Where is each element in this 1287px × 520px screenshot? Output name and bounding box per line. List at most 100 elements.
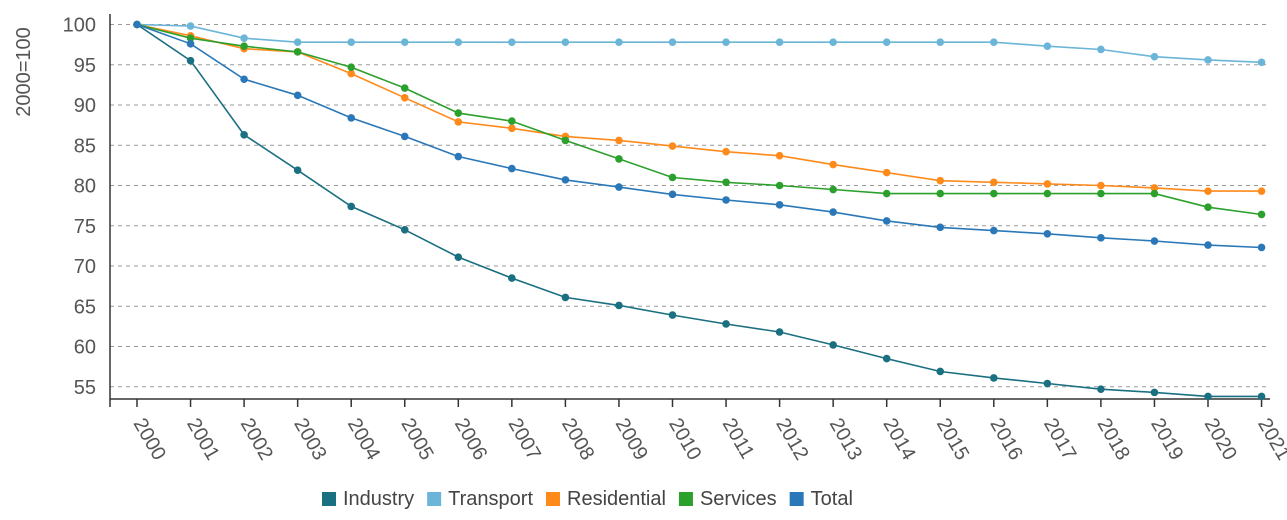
data-point[interactable] bbox=[990, 189, 998, 198]
data-point[interactable] bbox=[615, 183, 623, 191]
data-point[interactable] bbox=[990, 178, 998, 187]
data-point[interactable] bbox=[508, 117, 516, 125]
data-point[interactable] bbox=[936, 176, 945, 185]
legend[interactable]: Industry Transport Residential Services Tota… bbox=[322, 488, 853, 510]
data-point[interactable] bbox=[829, 38, 837, 47]
data-point[interactable] bbox=[668, 190, 677, 199]
data-point[interactable] bbox=[1204, 56, 1212, 64]
data-point[interactable] bbox=[615, 136, 623, 145]
data-point[interactable] bbox=[561, 38, 570, 47]
data-point[interactable] bbox=[240, 75, 248, 84]
data-point[interactable] bbox=[990, 226, 998, 235]
legend-item-total[interactable]: Total bbox=[789, 488, 853, 510]
data-point[interactable] bbox=[186, 40, 195, 48]
data-point[interactable] bbox=[186, 22, 195, 30]
data-point[interactable] bbox=[454, 109, 463, 117]
data-point[interactable] bbox=[615, 38, 623, 47]
data-point[interactable] bbox=[882, 189, 891, 198]
data-point[interactable] bbox=[1150, 189, 1159, 198]
data-point[interactable] bbox=[829, 341, 837, 349]
data-point[interactable] bbox=[615, 301, 623, 310]
data-point[interactable] bbox=[668, 142, 677, 150]
data-point[interactable] bbox=[829, 160, 837, 169]
data-point[interactable] bbox=[561, 176, 570, 184]
data-point[interactable] bbox=[1097, 385, 1105, 393]
data-point[interactable] bbox=[347, 38, 356, 47]
data-point[interactable] bbox=[240, 34, 248, 42]
data-point[interactable] bbox=[400, 38, 409, 47]
data-point[interactable] bbox=[1257, 187, 1266, 195]
data-point[interactable] bbox=[400, 93, 409, 102]
data-point[interactable] bbox=[508, 124, 516, 133]
data-point[interactable] bbox=[508, 38, 516, 47]
data-point[interactable] bbox=[990, 38, 998, 47]
data-point[interactable] bbox=[561, 293, 570, 302]
data-point[interactable] bbox=[293, 91, 302, 100]
data-point[interactable] bbox=[1204, 187, 1212, 195]
data-point[interactable] bbox=[1043, 379, 1052, 388]
data-point[interactable] bbox=[1204, 203, 1212, 212]
data-point[interactable] bbox=[400, 84, 409, 92]
data-point[interactable] bbox=[668, 311, 677, 319]
data-point[interactable] bbox=[1204, 241, 1212, 249]
data-point[interactable] bbox=[722, 320, 730, 328]
data-point[interactable] bbox=[668, 38, 677, 47]
data-point[interactable] bbox=[1150, 237, 1159, 245]
data-point[interactable] bbox=[1257, 392, 1266, 401]
data-point[interactable] bbox=[882, 38, 891, 47]
data-point[interactable] bbox=[508, 164, 516, 173]
data-point[interactable] bbox=[186, 34, 195, 42]
data-point[interactable] bbox=[400, 225, 409, 234]
data-point[interactable] bbox=[240, 42, 248, 51]
data-point[interactable] bbox=[561, 136, 570, 145]
data-point[interactable] bbox=[454, 253, 463, 261]
data-point[interactable] bbox=[829, 185, 837, 194]
data-point[interactable] bbox=[508, 274, 516, 282]
data-point[interactable] bbox=[615, 155, 623, 163]
data-point[interactable] bbox=[454, 118, 463, 126]
data-point[interactable] bbox=[882, 354, 891, 363]
data-point[interactable] bbox=[1150, 388, 1159, 397]
legend-item-residential[interactable]: Residential bbox=[546, 488, 666, 510]
data-point[interactable] bbox=[775, 151, 784, 160]
data-point[interactable] bbox=[347, 202, 356, 211]
data-point[interactable] bbox=[347, 114, 356, 122]
data-point[interactable] bbox=[936, 367, 945, 376]
data-point[interactable] bbox=[1097, 189, 1105, 198]
data-point[interactable] bbox=[775, 181, 784, 190]
data-point[interactable] bbox=[293, 38, 302, 47]
data-point[interactable] bbox=[775, 38, 784, 47]
data-point[interactable] bbox=[936, 223, 945, 232]
data-point[interactable] bbox=[936, 189, 945, 198]
data-point[interactable] bbox=[1043, 230, 1052, 238]
data-point[interactable] bbox=[722, 147, 730, 156]
data-point[interactable] bbox=[293, 48, 302, 56]
data-point[interactable] bbox=[722, 196, 730, 204]
data-point[interactable] bbox=[347, 63, 356, 71]
data-point[interactable] bbox=[1257, 58, 1266, 67]
legend-item-services[interactable]: Services bbox=[678, 488, 777, 510]
data-point[interactable] bbox=[990, 374, 998, 382]
data-point[interactable] bbox=[775, 201, 784, 209]
data-point[interactable] bbox=[1204, 392, 1212, 401]
legend-item-industry[interactable]: Industry bbox=[322, 488, 414, 510]
data-point[interactable] bbox=[1150, 184, 1159, 192]
data-point[interactable] bbox=[1043, 180, 1052, 188]
data-point[interactable] bbox=[293, 166, 302, 175]
legend-item-transport[interactable]: Transport bbox=[427, 488, 533, 510]
data-point[interactable] bbox=[454, 152, 463, 161]
data-point[interactable] bbox=[454, 38, 463, 47]
data-point[interactable] bbox=[1150, 52, 1159, 61]
data-point[interactable] bbox=[882, 217, 891, 225]
data-point[interactable] bbox=[1097, 234, 1105, 242]
data-point[interactable] bbox=[1257, 243, 1266, 252]
data-point[interactable] bbox=[722, 178, 730, 187]
data-point[interactable] bbox=[829, 208, 837, 216]
data-point[interactable] bbox=[775, 328, 784, 336]
data-point[interactable] bbox=[240, 130, 248, 139]
data-point[interactable] bbox=[1043, 189, 1052, 198]
data-point[interactable] bbox=[722, 38, 730, 47]
data-point[interactable] bbox=[186, 56, 195, 65]
data-point[interactable] bbox=[1043, 42, 1052, 51]
data-point[interactable] bbox=[936, 38, 945, 47]
